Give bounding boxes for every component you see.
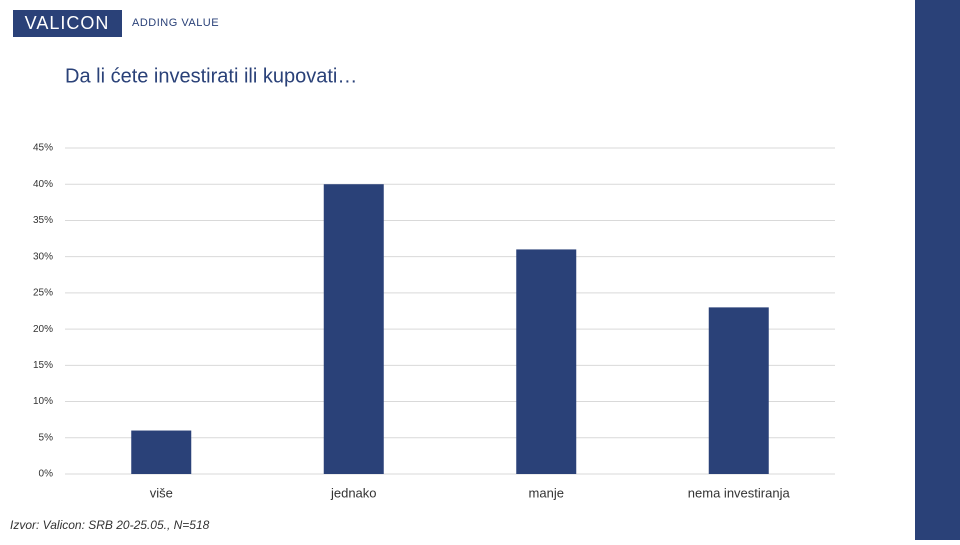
side-strip: [915, 0, 960, 540]
x-tick-label: nema investiranja: [688, 485, 791, 500]
tagline: ADDING VALUE: [132, 17, 219, 29]
y-tick-label: 0%: [39, 469, 54, 480]
y-tick-label: 40%: [33, 179, 53, 190]
bar: [131, 430, 192, 474]
logo: VALICON: [25, 13, 110, 33]
y-tick-label: 20%: [33, 324, 53, 335]
y-tick-label: 45%: [33, 143, 53, 154]
x-tick-label: jednako: [330, 485, 377, 500]
bar: [323, 184, 384, 474]
y-tick-label: 5%: [39, 432, 54, 443]
bar: [516, 249, 577, 474]
chart-title: Da li ćete investirati ili kupovati…: [65, 65, 357, 87]
y-tick-label: 30%: [33, 251, 53, 262]
y-tick-label: 15%: [33, 360, 53, 371]
logo-box: [13, 10, 122, 37]
source: Izvor: Valicon: SRB 20-25.05., N=518: [10, 518, 210, 532]
y-tick-label: 10%: [33, 396, 53, 407]
y-tick-label: 25%: [33, 288, 53, 299]
bar: [708, 307, 769, 474]
x-tick-label: više: [150, 485, 173, 500]
x-tick-label: manje: [529, 485, 564, 500]
y-tick-label: 35%: [33, 215, 53, 226]
